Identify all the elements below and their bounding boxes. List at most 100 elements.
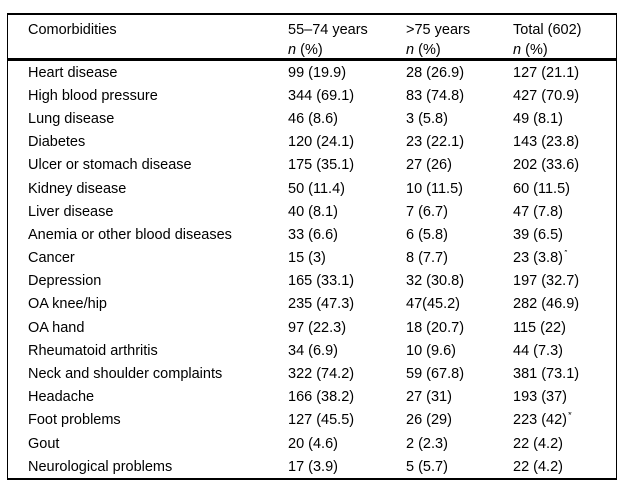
footnote-asterisk: * [568, 412, 572, 421]
table-row: Anemia or other blood diseases 33 (6.6) … [8, 223, 616, 246]
value-55-74-cell: 46 (8.6) [288, 110, 338, 127]
comorbidity-name-cell: Ulcer or stomach disease [28, 157, 192, 174]
value-total-cell: 22 (4.2) [513, 459, 616, 475]
value-total-cell: 22 (4.2) [513, 436, 616, 452]
value-over-75-cell: 27 (31) [406, 389, 452, 406]
comorbidity-name-cell: OA hand [28, 319, 85, 336]
percent-label: (%) [300, 42, 323, 58]
value-total-cell: 223 (42)* [513, 412, 616, 428]
total-value: 223 (42) [513, 412, 568, 429]
comorbidity-name-cell: Neck and shoulder complaints [28, 366, 223, 383]
header-over-75-years: >75 years n (%) [406, 15, 513, 58]
total-value: 202 (33.6) [513, 157, 580, 174]
comorbidity-name-cell: Kidney disease [28, 180, 127, 197]
total-value: 127 (21.1) [513, 64, 580, 81]
total-value: 39 (6.5) [513, 226, 563, 243]
table-row: Diabetes 120 (24.1) 23 (22.1) 143 (23.8) [8, 131, 616, 154]
value-total-cell: 143 (23.8) [513, 134, 616, 150]
value-55-74-cell: 97 (22.3) [288, 319, 347, 336]
value-total-cell: 197 (32.7) [513, 273, 616, 289]
value-over-75-cell: 27 (26) [406, 157, 452, 174]
header-total-label: Total (602) [513, 22, 582, 38]
table-row: Ulcer or stomach disease 175 (35.1) 27 (… [8, 154, 616, 177]
header-over-75-label: >75 years [406, 22, 471, 38]
value-55-74-cell: 165 (33.1) [288, 273, 355, 290]
total-value: 193 (37) [513, 389, 568, 406]
value-total-cell: 427 (70.9) [513, 88, 616, 104]
value-55-74-cell: 40 (8.1) [288, 203, 338, 220]
value-55-74-cell: 17 (3.9) [288, 458, 338, 475]
value-over-75-cell: 18 (20.7) [406, 319, 465, 336]
comorbidity-name-cell: Gout [28, 435, 60, 452]
table-row: Heart disease 99 (19.9) 28 (26.9) 127 (2… [8, 61, 616, 84]
value-total-cell: 47 (7.8) [513, 204, 616, 220]
value-over-75-cell: 10 (11.5) [406, 180, 463, 197]
value-over-75-cell: 6 (5.8) [406, 226, 448, 243]
value-over-75-cell: 7 (6.7) [406, 203, 448, 220]
value-55-74-cell: 99 (19.9) [288, 64, 347, 81]
value-55-74-cell: 344 (69.1) [288, 87, 355, 104]
total-value: 47 (7.8) [513, 203, 563, 220]
table-row: Gout 20 (4.6) 2 (2.3) 22 (4.2) [8, 432, 616, 455]
comorbidity-name-cell: Rheumatoid arthritis [28, 342, 158, 359]
table-row: Kidney disease 50 (11.4) 10 (11.5) 60 (1… [8, 177, 616, 200]
header-comorbidities: Comorbidities [8, 15, 288, 58]
value-over-75-cell: 28 (26.9) [406, 64, 465, 81]
value-total-cell: 282 (46.9) [513, 296, 616, 312]
comorbidity-name-cell: Anemia or other blood diseases [28, 226, 232, 243]
table-row: Liver disease 40 (8.1) 7 (6.7) 47 (7.8) [8, 200, 616, 223]
footnote-asterisk: * [563, 250, 568, 259]
table-row: Depression 165 (33.1) 32 (30.8) 197 (32.… [8, 270, 616, 293]
comorbidity-name-cell: Foot problems [28, 412, 121, 429]
table-row: Rheumatoid arthritis 34 (6.9) 10 (9.6) 4… [8, 339, 616, 362]
total-value: 44 (7.3) [513, 342, 563, 359]
value-55-74-cell: 322 (74.2) [288, 366, 355, 383]
comorbidity-name-cell: Liver disease [28, 203, 114, 220]
total-value: 22 (4.2) [513, 458, 563, 475]
comorbidity-name-cell: High blood pressure [28, 87, 158, 104]
comorbidity-name-cell: OA knee/hip [28, 296, 107, 313]
table-row: Neck and shoulder complaints 322 (74.2) … [8, 362, 616, 385]
value-over-75-cell: 3 (5.8) [406, 110, 448, 127]
value-total-cell: 49 (8.1) [513, 111, 616, 127]
table-body: Heart disease 99 (19.9) 28 (26.9) 127 (2… [8, 61, 616, 478]
value-55-74-cell: 175 (35.1) [288, 157, 355, 174]
value-over-75-cell: 23 (22.1) [406, 134, 465, 151]
total-value: 282 (46.9) [513, 296, 580, 313]
header-55-74-years: 55–74 years n (%) [288, 15, 406, 58]
value-over-75-cell: 32 (30.8) [406, 273, 465, 290]
comorbidity-name-cell: Diabetes [28, 134, 86, 151]
total-value: 115 (22) [513, 319, 566, 336]
header-total: Total (602) n (%) [513, 15, 616, 58]
value-55-74-cell: 33 (6.6) [288, 226, 338, 243]
value-over-75-cell: 59 (67.8) [406, 366, 465, 383]
percent-label: (%) [418, 42, 441, 58]
comorbidity-name-cell: Neurological problems [28, 458, 173, 475]
total-value: 49 (8.1) [513, 110, 563, 127]
table-row: OA knee/hip 235 (47.3) 47(45.2) 282 (46.… [8, 293, 616, 316]
total-value: 427 (70.9) [513, 87, 580, 104]
value-55-74-cell: 120 (24.1) [288, 134, 355, 151]
value-55-74-cell: 127 (45.5) [288, 412, 355, 429]
comorbidity-name-cell: Headache [28, 389, 95, 406]
table-row: Foot problems 127 (45.5) 26 (29) 223 (42… [8, 409, 616, 432]
value-over-75-cell: 83 (74.8) [406, 87, 465, 104]
total-value: 23 (3.8) [513, 250, 563, 267]
comorbidity-name-cell: Heart disease [28, 64, 118, 81]
value-total-cell: 44 (7.3) [513, 343, 616, 359]
value-55-74-cell: 50 (11.4) [288, 180, 345, 197]
comorbidities-table: Comorbidities 55–74 years n (%) >75 year… [7, 13, 617, 481]
total-value: 381 (73.1) [513, 366, 580, 383]
value-total-cell: 23 (3.8)* [513, 250, 616, 266]
value-total-cell: 115 (22) [513, 320, 616, 336]
value-total-cell: 39 (6.5) [513, 227, 616, 243]
comorbidity-name-cell: Depression [28, 273, 102, 290]
value-over-75-cell: 47(45.2) [406, 296, 461, 313]
value-55-74-cell: 34 (6.9) [288, 342, 338, 359]
table-row: OA hand 97 (22.3) 18 (20.7) 115 (22) [8, 316, 616, 339]
value-total-cell: 202 (33.6) [513, 157, 616, 173]
value-over-75-cell: 2 (2.3) [406, 435, 448, 452]
table-row: Neurological problems 17 (3.9) 5 (5.7) 2… [8, 455, 616, 478]
header-total-sublabel: n (%) [513, 40, 616, 58]
header-55-74-sublabel: n (%) [288, 40, 406, 58]
